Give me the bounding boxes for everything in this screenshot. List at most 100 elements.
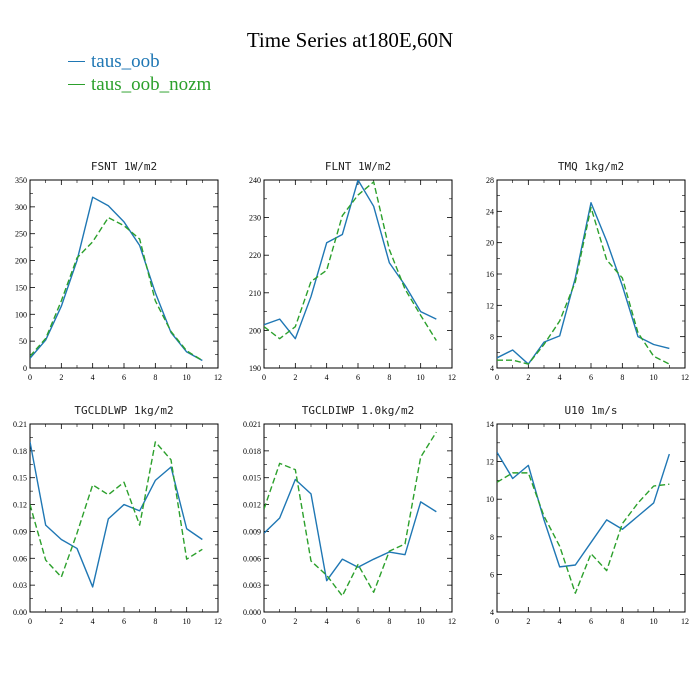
y-tick-label: 0.18 [13,447,27,456]
y-tick-label: 0.012 [243,501,261,510]
legend-label-2: taus_oob_nozm [91,74,212,95]
x-tick-label: 4 [91,373,95,382]
x-tick-label: 10 [417,373,425,382]
series-line-taus_oob [30,196,203,362]
x-tick-label: 0 [495,373,499,382]
y-tick-label: 0.21 [13,420,27,429]
x-tick-label: 2 [59,617,63,626]
y-tick-label: 300 [15,203,27,212]
series-line-taus_oob_nozm [30,216,203,362]
y-tick-label: 0.09 [13,527,27,536]
chart-panel-1: FSNT 1W/m2 0 2 4 6 8 10 12 0 50 100 150 200 250 300 350 [15,160,222,382]
series-line-taus_oob_nozm [264,181,437,341]
figure-legend: taus_oob taus_oob_nozm [68,50,211,96]
y-tick-label: 0.006 [243,554,261,563]
series-line-taus_oob_nozm [30,441,203,578]
y-tick-label: 8 [490,333,494,342]
chart-title: TGCLDLWP 1kg/m2 [74,404,173,417]
y-tick-label: 28 [486,176,494,185]
y-tick-label: 0.003 [243,581,261,590]
x-tick-label: 8 [620,373,624,382]
y-tick-label: 200 [249,326,261,335]
x-tick-label: 10 [183,617,191,626]
series-line-taus_oob_nozm [497,472,670,594]
x-tick-label: 10 [650,617,658,626]
series-line-taus_oob [497,202,670,365]
x-tick-label: 6 [589,617,593,626]
chart-panel-2: FLNT 1W/m2 0 2 4 6 8 10 12 190 200 210 220 230 240 [249,160,456,382]
y-tick-label: 0.06 [13,554,27,563]
x-tick-label: 2 [59,373,63,382]
y-tick-label: 6 [490,570,494,579]
x-tick-label: 6 [122,617,126,626]
y-tick-label: 0.009 [243,527,261,536]
x-tick-label: 12 [681,373,689,382]
x-tick-label: 12 [681,617,689,626]
x-tick-label: 0 [262,373,266,382]
x-tick-label: 0 [262,617,266,626]
x-tick-label: 12 [214,373,222,382]
y-tick-label: 0.015 [243,474,261,483]
series-line-taus_oob [497,451,670,568]
chart-panel-4: TGCLDLWP 1kg/m2 0 2 4 6 8 10 12 0.00 0.03 0.06 0.09… [13,404,222,626]
plot-frame [29,179,219,369]
x-tick-label: 8 [153,617,157,626]
x-tick-label: 2 [526,617,530,626]
y-tick-label: 4 [490,608,494,617]
figure-title: Time Series at180E,60N [246,28,454,52]
legend-label-1: taus_oob [91,51,160,72]
series-line-taus_oob [264,478,437,582]
x-tick-label: 0 [28,617,32,626]
y-tick-label: 12 [486,301,494,310]
y-tick-label: 24 [486,207,494,216]
y-tick-label: 0.000 [243,608,261,617]
legend-swatch-2 [68,84,85,85]
y-tick-label: 50 [19,337,27,346]
x-tick-label: 2 [293,617,297,626]
series-line-taus_oob_nozm [497,206,670,365]
y-tick-label: 240 [249,176,261,185]
y-tick-label: 0.15 [13,474,27,483]
series-line-taus_oob [264,180,437,340]
y-tick-label: 0.018 [243,447,261,456]
x-tick-label: 4 [558,617,562,626]
x-tick-label: 6 [589,373,593,382]
x-tick-label: 6 [356,617,360,626]
y-tick-label: 200 [15,257,27,266]
y-tick-label: 12 [486,458,494,467]
y-tick-label: 0.00 [13,608,27,617]
y-tick-label: 100 [15,310,27,319]
y-tick-label: 0.03 [13,581,27,590]
x-tick-label: 2 [526,373,530,382]
x-tick-label: 8 [153,373,157,382]
series-line-taus_oob_nozm [264,431,437,597]
chart-panel-5: TGCLDIWP 1.0kg/m2 0 2 4 6 8 10 12 0.000 0.003 0.00… [243,404,456,626]
y-tick-label: 4 [490,364,494,373]
plot-frame [263,179,453,369]
y-tick-label: 0.12 [13,501,27,510]
chart-title: TMQ 1kg/m2 [558,160,624,173]
x-tick-label: 4 [558,373,562,382]
x-tick-label: 12 [448,617,456,626]
y-tick-label: 16 [486,270,494,279]
x-tick-label: 0 [495,617,499,626]
x-tick-label: 8 [387,373,391,382]
x-tick-label: 2 [293,373,297,382]
chart-title: FLNT 1W/m2 [325,160,391,173]
legend-swatch-1 [68,61,85,62]
y-tick-label: 14 [486,420,494,429]
series-line-taus_oob [30,441,203,588]
x-tick-label: 12 [214,617,222,626]
x-tick-label: 8 [620,617,624,626]
x-tick-label: 8 [387,617,391,626]
chart-title: TGCLDIWP 1.0kg/m2 [302,404,415,417]
y-tick-label: 250 [15,230,27,239]
plot-frame [29,423,219,613]
chart-title: FSNT 1W/m2 [91,160,157,173]
x-tick-label: 6 [122,373,126,382]
x-tick-label: 10 [183,373,191,382]
chart-title: U10 1m/s [565,404,618,417]
y-tick-label: 220 [249,251,261,260]
